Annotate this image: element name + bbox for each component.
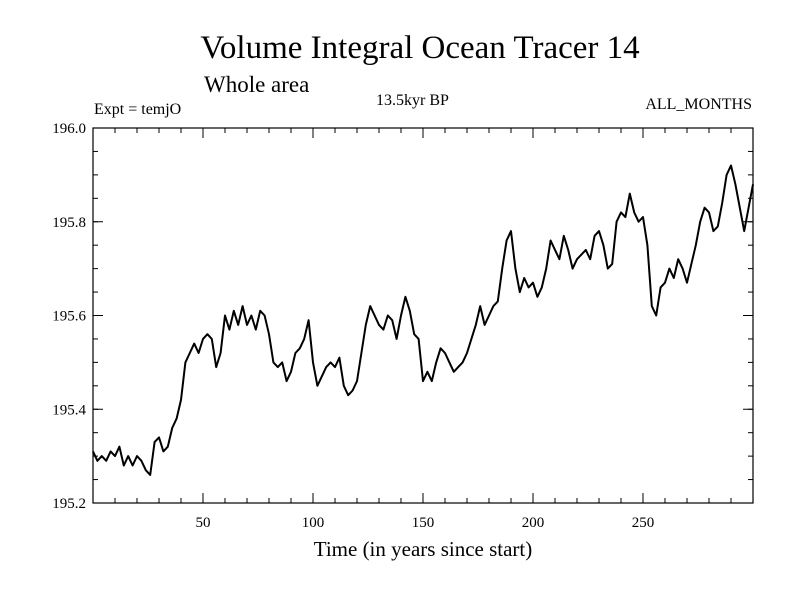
period-label: 13.5kyr BP	[376, 92, 449, 109]
y-tick-label: 195.8	[52, 215, 86, 231]
x-tick-label: 200	[522, 515, 545, 531]
x-tick-label: 100	[302, 515, 325, 531]
y-tick-label: 195.4	[52, 402, 86, 418]
x-tick-label: 250	[632, 515, 655, 531]
chart-title: Volume Integral Ocean Tracer 14	[200, 30, 640, 66]
x-tick-label: 50	[196, 515, 211, 531]
plot-frame	[92, 127, 754, 504]
y-tick-label: 195.2	[52, 496, 86, 512]
y-tick-label: 196.0	[52, 121, 86, 137]
months-label: ALL_MONTHS	[645, 96, 752, 113]
series-line	[92, 164, 754, 476]
chart-subtitle: Whole area	[204, 72, 310, 97]
y-tick-label: 195.6	[52, 309, 86, 325]
x-axis-label: Time (in years since start)	[313, 537, 533, 561]
experiment-label: Expt = temjO	[94, 101, 182, 118]
x-tick-label: 150	[412, 515, 435, 531]
